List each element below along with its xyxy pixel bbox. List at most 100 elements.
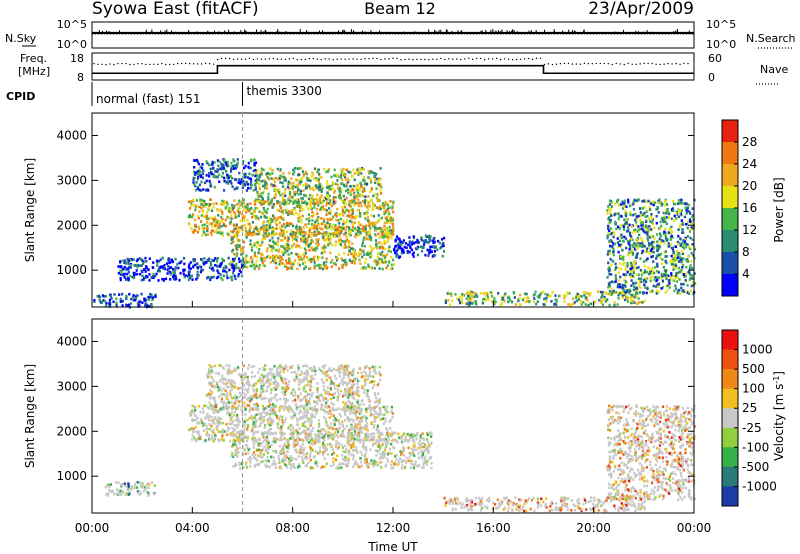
heatmap-cell	[266, 255, 269, 259]
heatmap-cell	[238, 257, 241, 261]
heatmap-cell	[656, 249, 659, 253]
heatmap-cell	[641, 244, 644, 247]
heatmap-cell	[630, 250, 633, 254]
heatmap-cell	[302, 236, 305, 240]
heatmap-cell	[182, 270, 185, 273]
heatmap-cell	[349, 410, 353, 413]
heatmap-cell	[317, 168, 320, 172]
heatmap-cell	[323, 208, 326, 211]
heatmap-cell	[479, 291, 483, 295]
nave-point	[671, 63, 673, 65]
heatmap-cell	[262, 168, 265, 172]
heatmap-cell	[230, 278, 234, 282]
heatmap-cell	[220, 224, 223, 228]
heatmap-cell	[99, 300, 102, 304]
heatmap-cell	[222, 189, 226, 192]
heatmap-cell	[311, 219, 314, 222]
heatmap-cell	[669, 260, 672, 263]
heatmap-cell	[206, 211, 209, 214]
heatmap-cell	[355, 438, 358, 441]
heatmap-cell	[276, 208, 279, 212]
heatmap-cell	[364, 261, 367, 264]
heatmap-cell	[281, 224, 284, 228]
heatmap-cell	[638, 233, 641, 237]
heatmap-cell	[310, 406, 313, 410]
heatmap-cell	[279, 206, 283, 210]
heatmap-cell	[236, 426, 239, 429]
heatmap-cell	[309, 197, 312, 200]
heatmap-cell	[608, 249, 611, 253]
heatmap-cell	[229, 175, 232, 179]
heatmap-cell	[255, 228, 259, 231]
heatmap-cell	[358, 258, 361, 262]
heatmap-cell	[197, 185, 200, 189]
heatmap-cell	[263, 220, 266, 224]
heatmap-cell	[161, 256, 164, 260]
heatmap-cell	[259, 173, 262, 177]
heatmap-cell	[684, 245, 688, 249]
heatmap-cell	[303, 267, 306, 271]
heatmap-cell	[322, 219, 326, 223]
heatmap-cell	[262, 236, 265, 240]
heatmap-cell	[174, 274, 177, 278]
heatmap-cell	[686, 284, 689, 287]
heatmap-cell	[379, 253, 383, 256]
heatmap-cell	[348, 232, 351, 236]
heatmap-cell	[636, 252, 639, 255]
heatmap-cell	[335, 234, 338, 238]
heatmap-cell	[208, 163, 211, 167]
heatmap-cell	[238, 207, 241, 211]
heatmap-cell	[336, 179, 339, 182]
heatmap-cell	[296, 420, 299, 423]
heatmap-cell	[301, 262, 305, 266]
heatmap-cell	[652, 235, 655, 238]
heatmap-cell	[180, 260, 183, 263]
heatmap-cell	[242, 173, 245, 176]
heatmap-cell	[399, 240, 403, 244]
heatmap-cell	[639, 227, 642, 231]
heatmap-cell	[375, 263, 378, 267]
heatmap-cell	[335, 173, 338, 177]
heatmap-cell	[187, 278, 190, 281]
heatmap-cell	[136, 301, 139, 305]
heatmap-cell	[624, 285, 627, 288]
heatmap-cell	[226, 426, 230, 430]
heatmap-cell	[272, 177, 275, 181]
heatmap-cell	[344, 419, 347, 422]
heatmap-cell	[189, 267, 192, 270]
heatmap-cell	[319, 175, 322, 179]
heatmap-cell	[302, 201, 305, 205]
heatmap-cell	[232, 264, 235, 268]
heatmap-cell	[363, 244, 366, 248]
heatmap-cell	[322, 246, 326, 249]
heatmap-cell	[253, 162, 256, 165]
heatmap-cell	[343, 232, 346, 236]
heatmap-cell	[621, 248, 624, 252]
heatmap-cell	[311, 171, 314, 175]
heatmap-cell	[619, 285, 622, 289]
heatmap-cell	[279, 215, 282, 219]
colorbar-segment	[722, 252, 738, 275]
heatmap-cell	[298, 231, 302, 234]
heatmap-cell	[310, 418, 313, 422]
heatmap-cell	[319, 430, 322, 434]
heatmap-cell	[623, 228, 626, 231]
nave-point	[683, 62, 685, 64]
heatmap-cell	[400, 249, 404, 253]
heatmap-cell	[359, 214, 362, 218]
heatmap-cell	[315, 184, 318, 187]
heatmap-cell	[214, 407, 217, 410]
heatmap-cell	[301, 424, 304, 428]
heatmap-cell	[361, 266, 364, 270]
heatmap-cell	[606, 236, 609, 240]
heatmap-cell	[670, 246, 674, 250]
heatmap-cell	[518, 297, 521, 300]
heatmap-cell	[302, 189, 305, 193]
heatmap-cell	[269, 167, 272, 171]
heatmap-cell	[245, 206, 248, 209]
heatmap-cell	[291, 208, 294, 212]
heatmap-cell	[200, 268, 203, 272]
heatmap-cell	[206, 224, 209, 228]
heatmap-cell	[631, 249, 634, 252]
heatmap-cell	[280, 431, 284, 435]
